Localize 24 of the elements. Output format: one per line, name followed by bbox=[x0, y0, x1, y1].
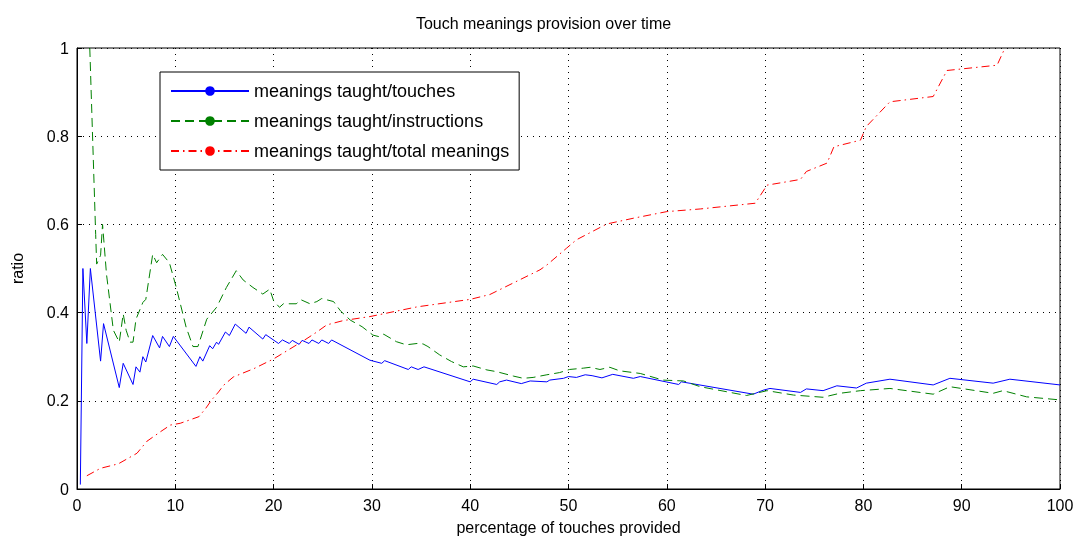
x-tick-label: 100 bbox=[1046, 496, 1074, 514]
x-tick-label: 60 bbox=[657, 496, 676, 514]
y-tick-label: 0.6 bbox=[46, 215, 70, 233]
y-axis-title: ratio bbox=[8, 252, 26, 285]
legend-label: meanings taught/touches bbox=[254, 81, 456, 101]
line-series bbox=[79, 268, 1061, 486]
y-tick-label: 1 bbox=[60, 39, 70, 57]
chart-title: Touch meanings provision over time bbox=[415, 14, 672, 32]
legend-label: meanings taught/total meanings bbox=[254, 141, 510, 161]
x-axis-title: percentage of touches provided bbox=[456, 518, 681, 536]
y-tick-label: 0 bbox=[60, 480, 70, 498]
x-tick-label: 80 bbox=[854, 496, 873, 514]
x-tick-label: 20 bbox=[264, 496, 283, 514]
x-tick-label: 50 bbox=[559, 496, 578, 514]
x-tick-label: 0 bbox=[72, 496, 82, 514]
y-tick-label: 0.4 bbox=[46, 304, 70, 322]
legend-label: meanings taught/instructions bbox=[254, 111, 484, 131]
x-tick-label: 70 bbox=[756, 496, 775, 514]
y-tick-label: 0.2 bbox=[46, 392, 70, 410]
x-tick-label: 10 bbox=[166, 496, 185, 514]
x-tick-label: 30 bbox=[363, 496, 381, 514]
y-tick-label: 0.8 bbox=[46, 127, 70, 145]
x-tick-label: 40 bbox=[461, 496, 480, 514]
x-tick-label: 90 bbox=[952, 496, 971, 514]
